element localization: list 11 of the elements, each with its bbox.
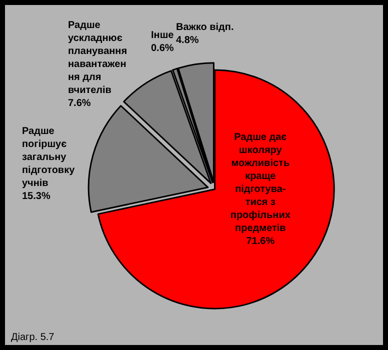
slice-label: Інше [151, 30, 174, 41]
text: Діагр. 5.7 [11, 332, 55, 343]
data-label: 4.8% [176, 35, 199, 46]
slice-label: Радше ускладнює планування навантажен ня для вчителів [68, 20, 128, 96]
slice-label: Радше погіршує загальну підготовку учнів [22, 126, 76, 189]
data-label: 0.6% [151, 43, 174, 54]
slice-label: Радше дає школяру можливість краще підготува- тися з профільних предметів [230, 132, 291, 234]
data-label: 15.3% [22, 191, 50, 202]
slice-label: Важко відп. [176, 22, 234, 33]
data-label: 71.6% [246, 236, 275, 247]
data-label: 7.6% [68, 98, 91, 109]
